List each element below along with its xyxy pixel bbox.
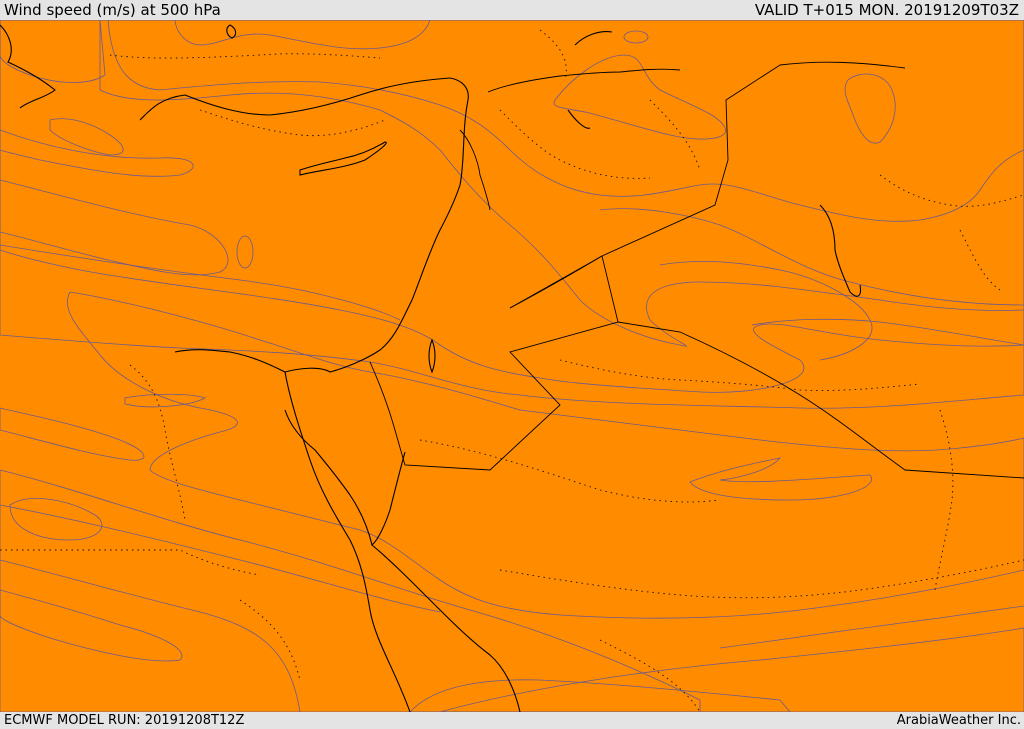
admin-boundary — [199, 109, 386, 137]
contour-line — [0, 244, 401, 321]
map-title: Wind speed (m/s) at 500 hPa — [4, 1, 221, 19]
band-35-40-inner — [689, 457, 872, 501]
band-40-45-sw — [0, 589, 183, 662]
band-10-15-central — [553, 54, 726, 140]
header-bar: Wind speed (m/s) at 500 hPa VALID T+015 … — [0, 0, 1024, 20]
band-30-35 — [0, 20, 1024, 409]
band-15-20 — [107, 20, 1024, 222]
band-40-45-nw — [49, 118, 124, 156]
country-border — [617, 321, 1024, 479]
coastline-deadsea — [428, 338, 436, 374]
coastline-lake — [226, 24, 237, 39]
contour-line — [719, 605, 1024, 649]
contour-line — [599, 208, 1024, 306]
admin-boundary — [879, 174, 1024, 207]
country-border — [459, 129, 491, 211]
band-25-30 — [0, 20, 1024, 393]
footer-bar: ECMWF MODEL RUN: 20191208T12Z ArabiaWeat… — [0, 712, 1024, 729]
band-40-45-west — [0, 407, 145, 461]
admin-boundary — [934, 409, 954, 591]
coastline-sinai — [284, 371, 411, 712]
coastline-cyprus — [299, 141, 387, 176]
band-25-30-south — [409, 679, 791, 712]
band-10-15-dot — [623, 30, 649, 44]
coastline — [174, 77, 469, 373]
country-border — [369, 255, 619, 471]
band-20-25 — [99, 20, 1024, 347]
country-border — [487, 68, 681, 93]
admin-boundary — [539, 29, 567, 81]
admin-boundary — [239, 599, 301, 681]
contour-ring — [236, 235, 254, 269]
country-border — [509, 61, 906, 309]
coastline-gulf-persia — [819, 204, 862, 297]
admin-boundary — [649, 99, 701, 171]
contour-line — [751, 318, 1024, 346]
contour-line — [0, 179, 229, 276]
admin-boundary — [129, 364, 186, 521]
contour-line — [0, 129, 194, 177]
wind-speed-map[interactable] — [0, 20, 1024, 712]
coastline-gulf — [284, 409, 406, 546]
admin-boundary — [559, 359, 921, 391]
coastline — [139, 77, 451, 121]
admin-boundary — [109, 53, 381, 59]
valid-time: VALID T+015 MON. 20191209T03Z — [754, 1, 1019, 19]
band-40-45-lobe — [124, 393, 207, 408]
band-10-15-north — [174, 20, 431, 50]
band-30-35-sw — [0, 469, 701, 712]
band-30-35-se — [439, 627, 1024, 712]
band-10-15-east — [844, 73, 896, 144]
band-25-30-lobe — [9, 498, 103, 541]
band-40-45-central — [67, 291, 1024, 619]
admin-boundary — [499, 559, 1024, 599]
coastline-aegean — [0, 24, 56, 109]
credit-label: ArabiaWeather Inc. — [896, 713, 1021, 728]
admin-boundary — [499, 109, 651, 179]
coastline-redsea — [371, 544, 521, 712]
contour-line — [0, 559, 301, 712]
admin-boundary — [0, 549, 261, 576]
contour-line — [659, 261, 873, 361]
band-20-25-west — [0, 20, 106, 83]
coastline-caspian — [567, 31, 613, 129]
model-run: ECMWF MODEL RUN: 20191208T12Z — [4, 713, 245, 728]
band-35-40-base — [0, 20, 1024, 712]
contour-line — [0, 504, 441, 613]
